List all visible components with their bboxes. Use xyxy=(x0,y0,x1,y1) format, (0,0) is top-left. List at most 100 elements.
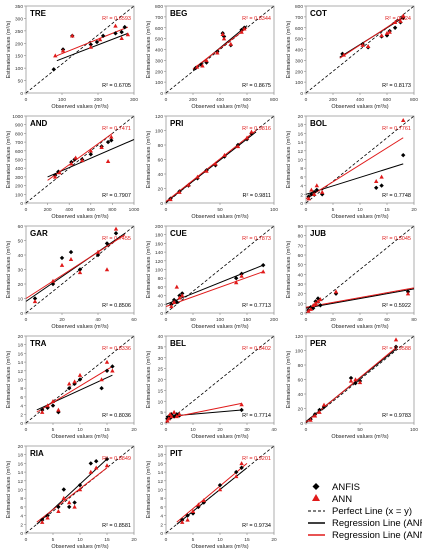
x-tick-label: 150 xyxy=(243,317,251,323)
x-tick-label: 10 xyxy=(190,427,196,433)
point-ann xyxy=(309,187,314,192)
x-tick-label: 600 xyxy=(243,97,251,103)
point-anfis xyxy=(104,241,110,246)
y-tick-label: 60 xyxy=(298,378,304,384)
point-ann xyxy=(166,416,171,421)
regression-line-ann xyxy=(305,137,404,200)
point-anfis xyxy=(217,482,223,488)
point-anfis xyxy=(348,375,354,381)
point-ann xyxy=(109,134,114,139)
r2-label-ann: R² = 0.7761 xyxy=(382,126,411,132)
point-anfis xyxy=(185,513,190,518)
y-tick-label: 18 xyxy=(158,453,164,459)
x-tick-label: 1000 xyxy=(129,207,140,213)
point-ann xyxy=(204,168,209,173)
point-ann xyxy=(99,145,104,150)
y-tick-label: 800 xyxy=(155,4,163,10)
point-ann xyxy=(244,135,250,140)
y-tick-label: 40 xyxy=(18,253,24,259)
y-tick-label: 4 xyxy=(300,184,303,190)
y-tick-label: 6 xyxy=(160,505,163,511)
legend-item-perfect: Perfect Line (x = y) xyxy=(308,506,412,517)
y-tick-label: 20 xyxy=(158,187,164,193)
legend: ANFIS ANN Perfect Line (x = y) Regressio… xyxy=(308,482,422,541)
panel-title: RIA xyxy=(30,449,44,458)
point-ann xyxy=(201,498,206,503)
y-tick-label: 8 xyxy=(20,386,23,392)
panel-title: PER xyxy=(310,339,327,348)
point-ann xyxy=(379,174,384,179)
chart-panel: 0 10 20 30 40 50 60 70 80 90 0 20 40 60 80 Observed val… xyxy=(286,224,417,330)
panel-title: CUE xyxy=(170,229,188,238)
point-ann xyxy=(313,301,318,306)
x-tick-label: 15 xyxy=(104,427,110,433)
y-tick-label: 5 xyxy=(160,410,163,416)
y-axis-label: Estimated values (m³/s) xyxy=(286,130,292,188)
y-tick-label: 700 xyxy=(155,15,163,21)
x-axis-label: Observed values (m³/s) xyxy=(51,544,108,550)
y-tick-label: 600 xyxy=(15,149,23,155)
regression-line-ann xyxy=(165,271,264,307)
y-tick-label: 20 xyxy=(158,444,164,450)
point-ann xyxy=(321,402,327,407)
y-tick-label: 800 xyxy=(295,4,303,10)
point-anfis xyxy=(94,459,99,464)
point-ann xyxy=(314,183,319,188)
point-ann xyxy=(196,502,201,507)
legend-label-reg-anfis: Regression Line (ANFIS) xyxy=(332,518,422,529)
point-ann xyxy=(119,36,124,41)
point-ann xyxy=(72,504,77,509)
x-tick-label: 60 xyxy=(384,317,390,323)
x-tick-label: 20 xyxy=(411,207,417,213)
y-tick-label: 40 xyxy=(298,272,304,278)
point-ann xyxy=(73,155,78,160)
y-tick-label: 900 xyxy=(15,123,23,129)
r2-label-ann: R² = 0.824 xyxy=(385,16,411,22)
r2-label-ann: R² = 0.8344 xyxy=(242,16,271,22)
r2-label-anfis: R² = 0.5922 xyxy=(382,303,411,309)
point-ann xyxy=(235,144,241,149)
x-tick-label: 600 xyxy=(87,207,95,213)
y-tick-label: 500 xyxy=(155,37,163,43)
x-axis-label: Observed values (m³/s) xyxy=(191,434,248,440)
panel-title: BOL xyxy=(310,119,327,128)
x-tick-label: 50 xyxy=(217,207,223,213)
y-tick-label: 35 xyxy=(158,345,164,351)
y-tick-label: 100 xyxy=(295,80,303,86)
y-tick-label: 16 xyxy=(18,351,24,357)
point-ann xyxy=(53,53,58,58)
y-tick-label: 8 xyxy=(160,496,163,502)
point-ann xyxy=(213,161,218,166)
point-anfis xyxy=(77,377,83,382)
x-tick-label: 5 xyxy=(52,537,55,543)
x-tick-label: 100 xyxy=(216,317,224,323)
point-ann xyxy=(40,519,45,524)
point-anfis xyxy=(59,255,65,261)
y-tick-label: 20 xyxy=(298,114,304,120)
r2-label-ann: R² = 0.8336 xyxy=(102,346,131,352)
x-tick-label: 0 xyxy=(25,207,28,213)
point-anfis xyxy=(374,185,379,190)
y-tick-label: 2 xyxy=(160,522,163,528)
chart-panel: 0 2 4 6 8 10 12 14 16 18 20 0 5 10 15 20 Observed values… xyxy=(286,114,417,220)
y-tick-label: 100 xyxy=(155,80,163,86)
x-axis-label: Observed values (m³/s) xyxy=(331,104,388,110)
x-axis-label: Observed values (m³/s) xyxy=(191,104,248,110)
point-ann xyxy=(99,377,104,382)
perfect-line xyxy=(165,445,275,534)
chart-panel: 0 20 40 60 80 100 120 0 50 100 Observed values (m³… xyxy=(146,114,278,220)
point-ann xyxy=(113,23,118,28)
point-anfis xyxy=(384,33,390,38)
point-ann xyxy=(125,32,131,37)
point-anfis xyxy=(119,29,124,35)
point-ann xyxy=(113,226,119,231)
point-anfis xyxy=(77,482,83,488)
x-tick-label: 40 xyxy=(357,317,363,323)
r2-label-ann: R² = 0.6593 xyxy=(102,16,131,22)
point-ann xyxy=(57,170,62,175)
y-tick-label: 20 xyxy=(298,407,304,413)
x-axis-label: Observed values (m³/s) xyxy=(191,544,248,550)
y-tick-label: 90 xyxy=(298,224,304,230)
x-tick-label: 0 xyxy=(305,207,308,213)
